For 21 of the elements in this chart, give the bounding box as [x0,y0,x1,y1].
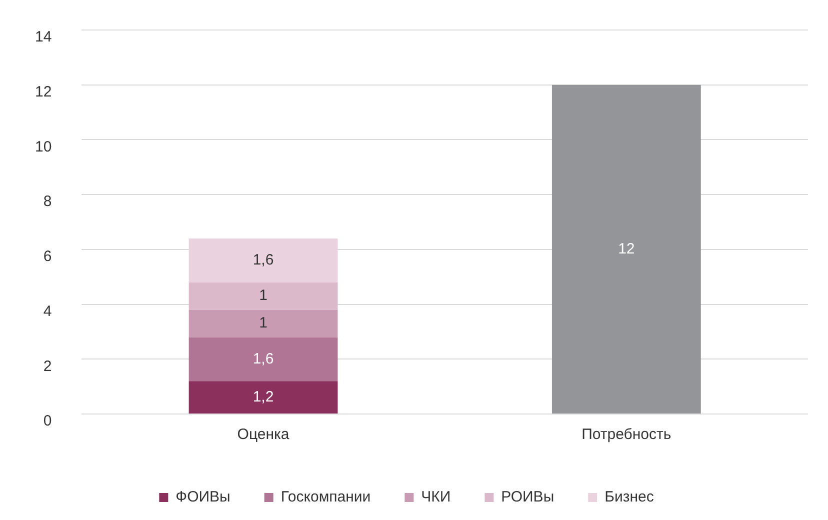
data-label: 1,6 [252,252,274,269]
y-tick-label: 14 [34,28,52,46]
data-label: 12 [618,240,635,258]
legend-label: ФОИВы [176,488,230,506]
x-tick-label: Оценка [237,426,290,444]
x-tick-label: Потребность [582,426,672,444]
y-tick-label: 10 [34,138,52,156]
legend-label: Бизнес [604,488,654,506]
y-tick-label: 0 [43,412,52,430]
y-tick-label: 4 [43,302,52,320]
y-tick-label: 8 [43,193,52,210]
data-label: 1,2 [252,388,274,406]
legend-label: РОИВы [501,488,554,506]
legend-label: Госкомпании [280,488,371,506]
y-tick-label: 2 [43,358,52,375]
legend-label: ЧКИ [421,488,451,506]
data-label: 1 [259,287,268,304]
y-tick-label: 6 [43,248,52,266]
data-label: 1,6 [252,350,274,368]
data-label: 1 [259,314,268,332]
y-tick-label: 12 [34,84,52,100]
